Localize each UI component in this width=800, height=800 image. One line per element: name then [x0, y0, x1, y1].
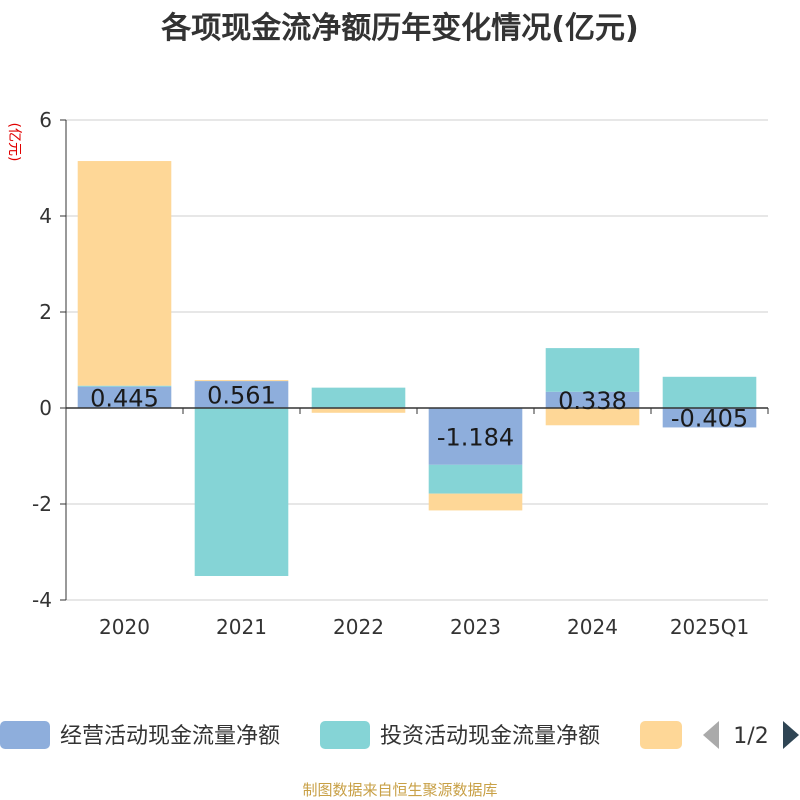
source-note: 制图数据来自恒生聚源数据库: [302, 781, 497, 799]
data-label-2021: 0.561: [207, 382, 276, 410]
bar-series2-2025Q1: [662, 376, 757, 408]
bar-series2-2022: [311, 387, 406, 408]
legend-swatch-3: [640, 721, 682, 749]
y-axis-unit: (亿元): [6, 123, 22, 162]
bar-series3-2020: [77, 161, 172, 386]
legend: 经营活动现金流量净额 投资活动现金流量净额 1/2: [0, 721, 799, 749]
grid-lines: [66, 119, 768, 601]
bar-series1-2021: [194, 381, 289, 408]
y-tick-label: 6: [39, 108, 52, 132]
data-label-2023: -1.184: [437, 423, 514, 451]
bar-series3-2021: [194, 380, 289, 382]
bar-series1-2023: [428, 408, 523, 465]
chart-title: 各项现金流净额历年变化情况(亿元): [160, 11, 638, 46]
bar-series3-2024: [545, 408, 640, 426]
bar-series1-2025Q1: [662, 408, 757, 428]
x-tick-label: 2025Q1: [670, 615, 749, 639]
legend-next-arrow-icon: [783, 721, 799, 749]
y-tick-label: 4: [39, 204, 52, 228]
x-tick-label: 2022: [333, 615, 384, 639]
bar-series2-2021: [194, 408, 289, 576]
bar-series2-2020: [77, 385, 172, 387]
y-tick-label: 2: [39, 300, 52, 324]
legend-label-2: 投资活动现金流量净额: [380, 724, 600, 749]
y-tick-label: -2: [32, 492, 52, 516]
bar-series1-2020: [77, 386, 172, 408]
legend-swatch-1: [0, 721, 50, 749]
x-tick-label: 2023: [450, 615, 501, 639]
bar-series3-2022: [311, 408, 406, 413]
bar-series3-2023: [428, 493, 523, 511]
legend-swatch-2: [320, 721, 370, 749]
axes: -4 -2 0 2 4 6 2020 2021 2022 2023 2024 2025Q1: [32, 108, 769, 639]
bar-series1-2024: [545, 391, 640, 408]
x-tick-label: 2021: [216, 615, 267, 639]
legend-label-1: 经营活动现金流量净额: [60, 724, 280, 749]
bar-series2-2023: [428, 464, 523, 494]
x-tick-label: 2020: [99, 615, 150, 639]
data-label-2025Q1: -0.405: [671, 405, 748, 433]
bar-series2-2024: [545, 348, 640, 392]
y-tick-label: -4: [32, 588, 52, 612]
legend-page-indicator: 1/2: [733, 724, 768, 749]
bars: [77, 161, 757, 576]
data-labels: 0.445 0.561 -1.184 0.338 -0.405: [90, 382, 748, 452]
data-label-2024: 0.338: [558, 387, 627, 415]
legend-prev-arrow-icon: [703, 721, 719, 749]
data-label-2020: 0.445: [90, 384, 159, 412]
y-tick-label: 0: [39, 396, 52, 420]
x-tick-label: 2024: [567, 615, 618, 639]
